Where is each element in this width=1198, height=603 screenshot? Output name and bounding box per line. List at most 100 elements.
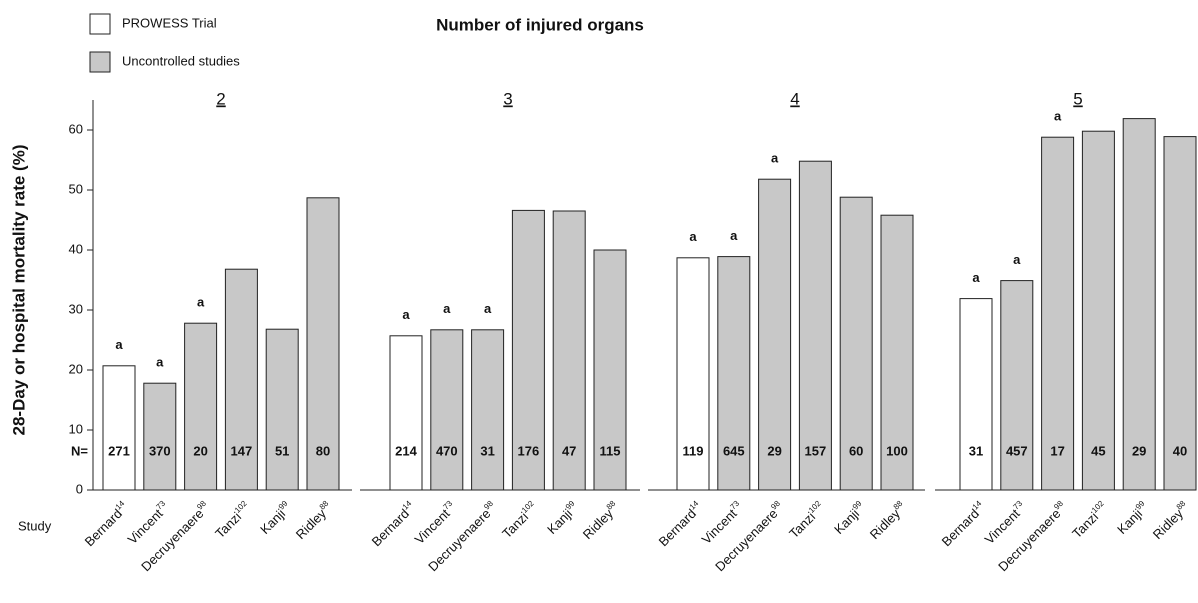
bar — [1122, 118, 1156, 491]
n-label: 45 — [1091, 443, 1105, 458]
y-tick-label: 30 — [69, 301, 83, 316]
n-label: 31 — [480, 443, 494, 458]
bar — [102, 365, 136, 491]
n-label: 115 — [600, 443, 621, 458]
x-tick-label: Kanji99 — [830, 499, 869, 538]
n-label: 214 — [395, 443, 417, 458]
y-tick-label: 20 — [69, 361, 83, 376]
bar — [717, 256, 751, 491]
n-label: 29 — [767, 443, 781, 458]
bar — [143, 382, 177, 491]
legend-swatch — [89, 51, 111, 73]
n-label: 645 — [723, 443, 745, 458]
x-tick-label: Decruyenaere98 — [138, 499, 214, 575]
x-tick-label: Ridley88 — [866, 499, 910, 543]
x-tick-label: Tanzi102 — [498, 499, 541, 542]
bar — [389, 335, 423, 491]
study-name: Bernard — [656, 506, 699, 549]
panel-title: 5 — [1073, 89, 1082, 108]
x-tick-label: Kanji99 — [1113, 499, 1152, 538]
annotation: a — [1054, 109, 1062, 124]
n-label: 47 — [562, 443, 576, 458]
n-label: 31 — [969, 443, 983, 458]
n-label: 29 — [1132, 443, 1146, 458]
n-label: 370 — [149, 443, 171, 458]
panel-title: 4 — [790, 89, 799, 108]
bar — [224, 268, 258, 491]
n-label: 147 — [231, 443, 253, 458]
n-label: 17 — [1050, 443, 1064, 458]
bar — [880, 214, 914, 491]
n-label: 100 — [886, 443, 908, 458]
n-label: 176 — [518, 443, 540, 458]
n-label: 271 — [108, 443, 130, 458]
n-label: 60 — [849, 443, 863, 458]
bar — [758, 178, 792, 491]
annotation: a — [972, 270, 980, 285]
y-tick-label: 50 — [69, 181, 83, 196]
annotation: a — [156, 355, 164, 370]
n-label: 80 — [316, 443, 330, 458]
y-tick-label: 60 — [69, 121, 83, 136]
annotation: a — [402, 307, 410, 322]
bar — [676, 257, 710, 491]
study-name: Bernard — [82, 506, 125, 549]
n-label: 457 — [1006, 443, 1028, 458]
bar — [1081, 130, 1115, 491]
annotation: a — [484, 301, 492, 316]
x-tick-label: Tanzi102 — [211, 499, 254, 542]
n-label: 119 — [683, 443, 704, 458]
annotation: a — [730, 228, 738, 243]
bar — [1000, 280, 1034, 491]
annotation: a — [443, 301, 451, 316]
annotation: a — [115, 337, 123, 352]
x-tick-label: Ridley88 — [292, 499, 336, 543]
y-tick-label: 40 — [69, 241, 83, 256]
annotation: a — [197, 295, 205, 310]
x-tick-label: Kanji99 — [543, 499, 582, 538]
n-label: 20 — [193, 443, 207, 458]
y-tick-label: 0 — [76, 481, 83, 496]
bar — [430, 329, 464, 491]
bar — [184, 322, 218, 491]
x-tick-label: Tanzi102 — [785, 499, 828, 542]
bar — [798, 160, 832, 491]
study-name: Bernard — [369, 506, 412, 549]
x-tick-label: Ridley88 — [579, 499, 623, 543]
x-tick-label: Kanji99 — [256, 499, 295, 538]
x-tick-label: Bernard14 — [938, 499, 989, 550]
n-label: 40 — [1173, 443, 1187, 458]
annotation: a — [771, 151, 779, 166]
bar — [471, 329, 505, 491]
legend-label: Uncontrolled studies — [122, 53, 240, 68]
n-label: 470 — [436, 443, 458, 458]
annotation: a — [1013, 252, 1021, 267]
x-tick-label: Decruyenaere98 — [995, 499, 1071, 575]
y-axis-label: 28-Day or hospital mortality rate (%) — [9, 145, 28, 436]
x-tick-label: Bernard14 — [81, 499, 132, 550]
bar — [959, 298, 993, 491]
bar — [552, 210, 586, 491]
x-tick-label: Tanzi102 — [1068, 499, 1111, 542]
chart-title: Number of injured organs — [436, 15, 644, 34]
legend-swatch — [89, 13, 111, 35]
legend-label: PROWESS Trial — [122, 15, 217, 30]
bar — [839, 196, 873, 491]
panel-title: 3 — [503, 89, 512, 108]
n-label: 157 — [805, 443, 827, 458]
bar — [593, 249, 627, 491]
x-tick-label: Decruyenaere98 — [712, 499, 788, 575]
x-tick-label: Bernard14 — [368, 499, 419, 550]
x-tick-label: Decruyenaere98 — [425, 499, 501, 575]
n-label: 51 — [275, 443, 289, 458]
n-prefix: N= — [71, 443, 88, 458]
annotation: a — [689, 229, 697, 244]
x-tick-label: Bernard14 — [655, 499, 706, 550]
panel-title: 2 — [216, 89, 225, 108]
y-tick-label: 10 — [69, 421, 83, 436]
bar — [1041, 136, 1075, 491]
study-name: Bernard — [939, 506, 982, 549]
x-axis-label: Study — [18, 518, 52, 533]
bar — [511, 209, 545, 491]
